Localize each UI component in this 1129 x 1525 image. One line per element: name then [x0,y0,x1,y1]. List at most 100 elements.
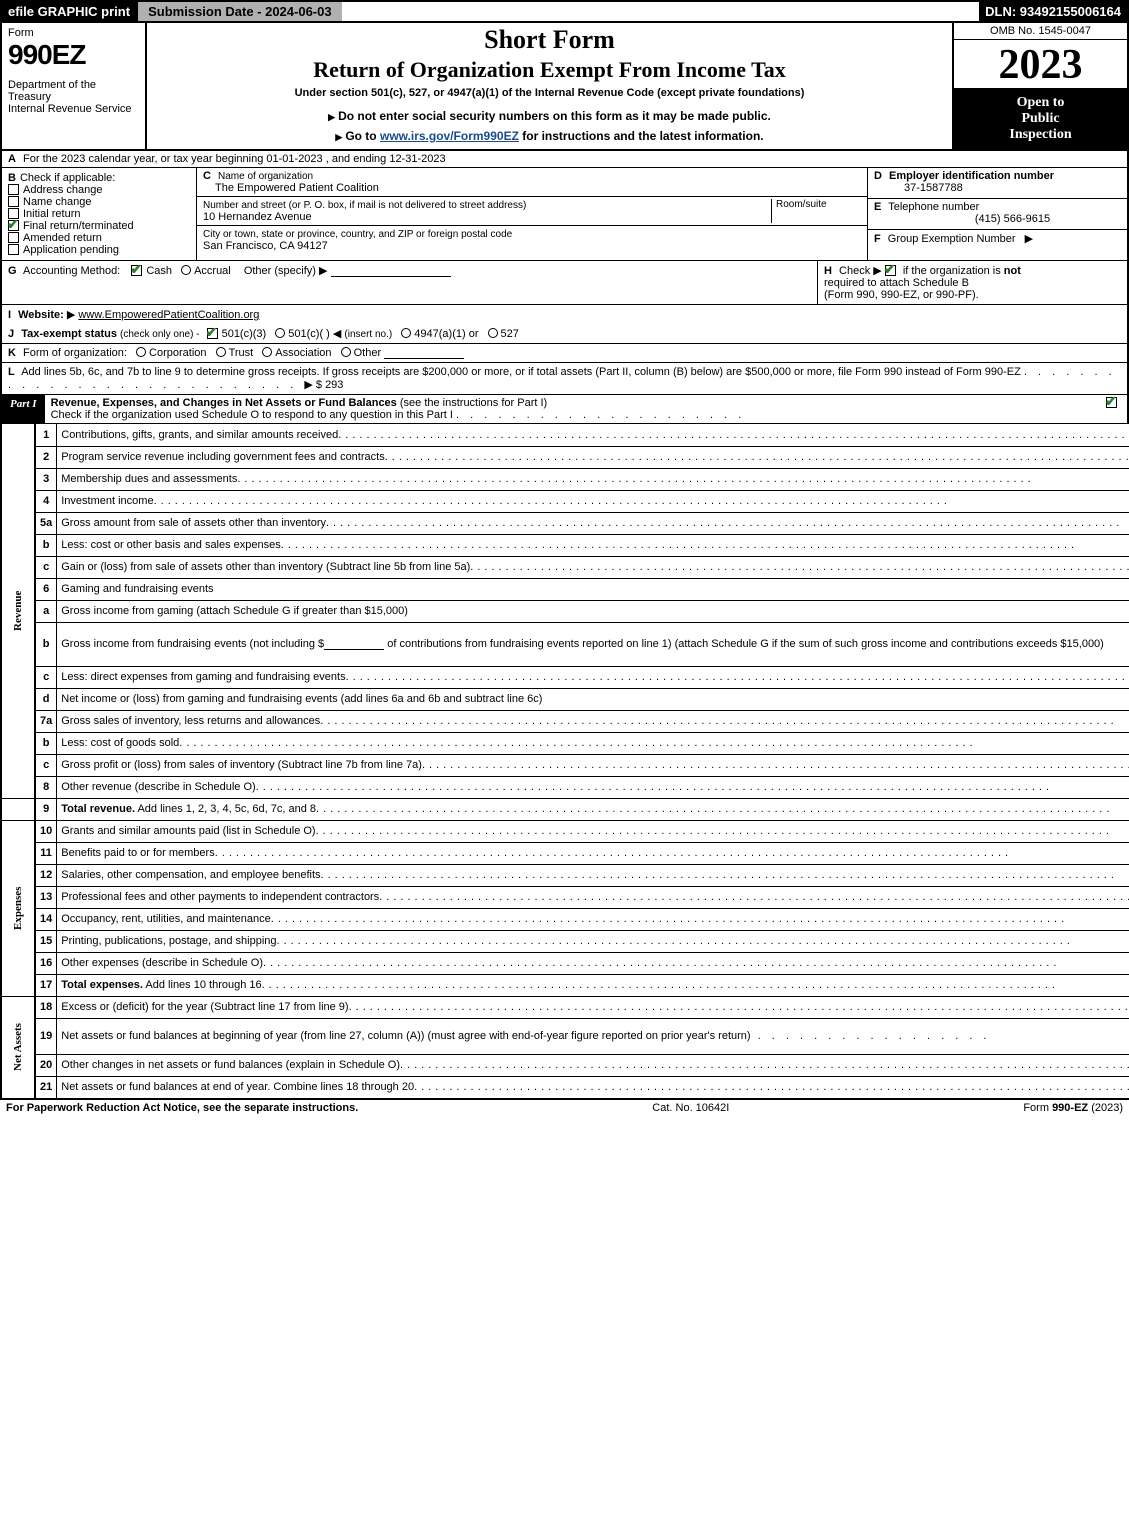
radio-527[interactable] [488,328,498,338]
section-g: G Accounting Method: Cash Accrual Other … [2,261,817,304]
line-5c: c Gain or (loss) from sale of assets oth… [1,556,1129,578]
radio-association[interactable] [262,347,272,357]
open2: Public [958,111,1123,127]
chk-initial-return[interactable]: Initial return [8,208,190,220]
line-6c: c Less: direct expenses from gaming and … [1,666,1129,688]
tax-year-range: For the 2023 calendar year, or tax year … [23,153,446,165]
city: San Francisco, CA 94127 [203,240,328,252]
chk-amended-return[interactable]: Amended return [8,232,190,244]
website-label: Website: [18,309,64,321]
part1-title: Revenue, Expenses, and Changes in Net As… [51,397,397,409]
room-suite-label: Room/suite [771,199,861,223]
chk-address-change[interactable]: Address change [8,184,190,196]
opt-527: 527 [501,328,519,340]
group-exemption-label: Group Exemption Number [888,233,1016,245]
chk-name-change[interactable]: Name change [8,196,190,208]
letter-k: K [8,347,16,359]
radio-corporation[interactable] [136,347,146,357]
opt-trust: Trust [229,347,254,359]
header-left: Form 990EZ Department of the Treasury In… [2,23,147,149]
letter-h: H [824,265,832,277]
phone-value: (415) 566-9615 [874,213,1121,225]
radio-other[interactable] [341,347,351,357]
chk-application-pending[interactable]: Application pending [8,244,190,256]
form-header: Form 990EZ Department of the Treasury In… [0,23,1129,151]
opt-4947: 4947(a)(1) or [414,328,478,340]
line-7b: b Less: cost of goods sold 7b 0 [1,732,1129,754]
tax-year: 2023 [954,40,1127,89]
chk-final-return[interactable]: Final return/terminated [8,220,190,232]
section-a: A For the 2023 calendar year, or tax yea… [0,151,1129,168]
topbar-spacer [342,2,980,21]
page-footer: For Paperwork Reduction Act Notice, see … [0,1099,1129,1116]
h-text3: (Form 990, 990-EZ, or 990-PF). [824,289,979,301]
line-15: 15 Printing, publications, postage, and … [1,930,1129,952]
donot-warning: Do not enter social security numbers on … [153,109,946,123]
line-1: Revenue 1 Contributions, gifts, grants, … [1,424,1129,446]
cat-no: Cat. No. 10642I [358,1102,1023,1114]
part1-check-cell [1100,395,1127,423]
letter-j: J [8,328,14,340]
line-4: 4 Investment income 4 [1,490,1129,512]
part1-table: Revenue 1 Contributions, gifts, grants, … [0,424,1129,1099]
section-b: BCheck if applicable: Address change Nam… [2,168,197,260]
submission-date: Submission Date - 2024-06-03 [136,2,342,21]
insert-no: (insert no.) [344,329,392,340]
form-word: Form [8,27,139,39]
section-l-text: Add lines 5b, 6c, and 7b to line 9 to de… [21,366,1021,378]
opt-accrual: Accrual [194,265,231,277]
line-19: 19 Net assets or fund balances at beginn… [1,1018,1129,1054]
opt-corp: Corporation [149,347,206,359]
city-label: City or town, state or province, country… [203,229,512,240]
line-20: 20 Other changes in net assets or fund b… [1,1054,1129,1076]
open-public: Open to Public Inspection [954,89,1127,149]
check-label: Check [839,265,870,277]
line-10: Expenses 10 Grants and similar amounts p… [1,820,1129,842]
line-13: 13 Professional fees and other payments … [1,886,1129,908]
part1-hint: (see the instructions for Part I) [400,397,547,409]
section-i: I Website: ▶ www.EmpoweredPatientCoaliti… [0,305,1129,324]
line-17: 17 Total expenses. Add lines 10 through … [1,974,1129,996]
street-label: Number and street (or P. O. box, if mail… [203,200,526,211]
open3: Inspection [958,127,1123,143]
radio-trust[interactable] [216,347,226,357]
line-21: 21 Net assets or fund balances at end of… [1,1076,1129,1098]
header-right: OMB No. 1545-0047 2023 Open to Public In… [952,23,1127,149]
line-11: 11 Benefits paid to or for members 11 [1,842,1129,864]
chk-501c3[interactable] [207,328,218,339]
radio-4947[interactable] [401,328,411,338]
org-name: The Empowered Patient Coalition [203,182,379,194]
line-14: 14 Occupancy, rent, utilities, and maint… [1,908,1129,930]
line-8: 8 Other revenue (describe in Schedule O)… [1,776,1129,798]
open1: Open to [958,95,1123,111]
chk-cash[interactable] [131,265,142,276]
line-5a: 5a Gross amount from sale of assets othe… [1,512,1129,534]
radio-accrual[interactable] [181,265,191,275]
form-ref: Form 990-EZ (2023) [1023,1102,1123,1114]
line-7a: 7a Gross sales of inventory, less return… [1,710,1129,732]
letter-a: A [8,153,16,165]
chk-schedule-b[interactable] [885,265,896,276]
radio-501c[interactable] [275,328,285,338]
top-bar: efile GRAPHIC print Submission Date - 20… [0,0,1129,23]
phone-label: Telephone number [888,201,979,213]
opt-other-org: Other [354,347,382,359]
part1-title-row: Revenue, Expenses, and Changes in Net As… [45,395,1100,423]
arrow-icon: ▶ [67,309,75,321]
line-7c: c Gross profit or (loss) from sales of i… [1,754,1129,776]
section-d: D Employer identification number 37-1587… [868,168,1127,199]
arrow-left-icon: ◀ [333,328,341,340]
ein-value: 37-1587788 [874,182,1121,194]
opt-cash: Cash [146,265,172,277]
tax-exempt-hint: (check only one) - [120,329,199,340]
ein-label: Employer identification number [889,170,1054,182]
part1-check-text: Check if the organization used Schedule … [51,409,453,421]
line-5b: b Less: cost or other basis and sales ex… [1,534,1129,556]
goto-link[interactable]: www.irs.gov/Form990EZ [380,129,519,143]
short-form-title: Short Form [153,25,946,55]
line-3: 3 Membership dues and assessments 3 [1,468,1129,490]
line-6: 6 Gaming and fundraising events [1,578,1129,600]
chk-schedule-o[interactable] [1106,397,1117,408]
letter-i: I [8,309,11,321]
line-16: 16 Other expenses (describe in Schedule … [1,952,1129,974]
